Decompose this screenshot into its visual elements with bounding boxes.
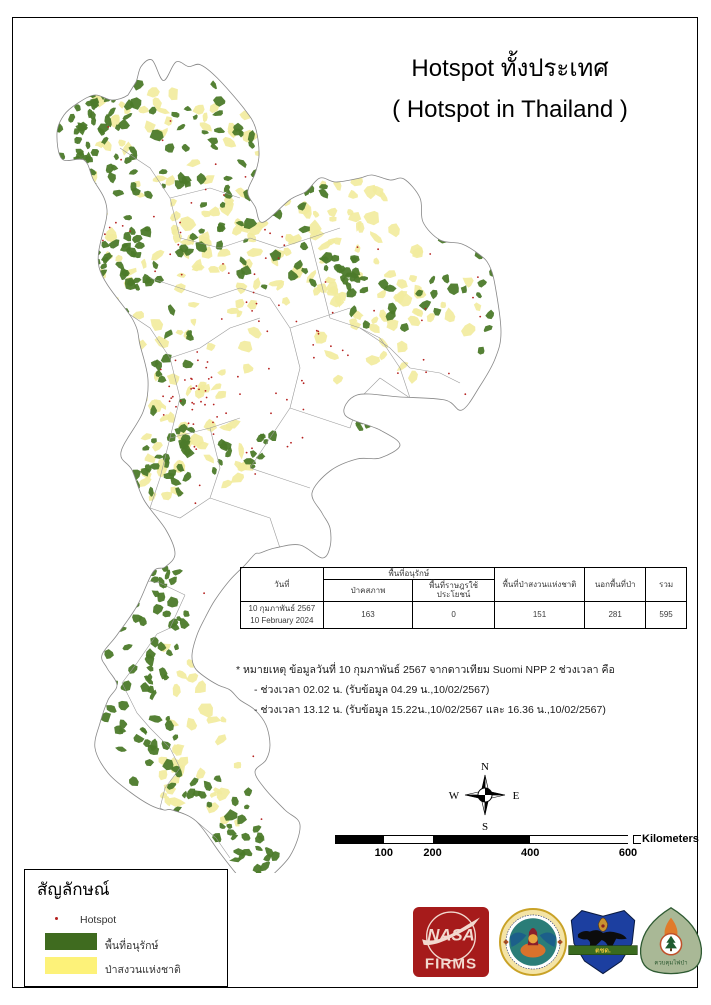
svg-text:NASA: NASA bbox=[427, 926, 474, 945]
svg-text:ควบคุมไฟป่า: ควบคุมไฟป่า bbox=[654, 959, 687, 967]
svg-text:S: S bbox=[482, 821, 488, 833]
svg-text:ตชด.: ตชด. bbox=[595, 948, 611, 955]
svg-text:FIRMS: FIRMS bbox=[425, 956, 477, 973]
svg-text:N: N bbox=[481, 761, 489, 773]
svg-text:W: W bbox=[449, 790, 460, 802]
svg-text:E: E bbox=[513, 790, 520, 802]
